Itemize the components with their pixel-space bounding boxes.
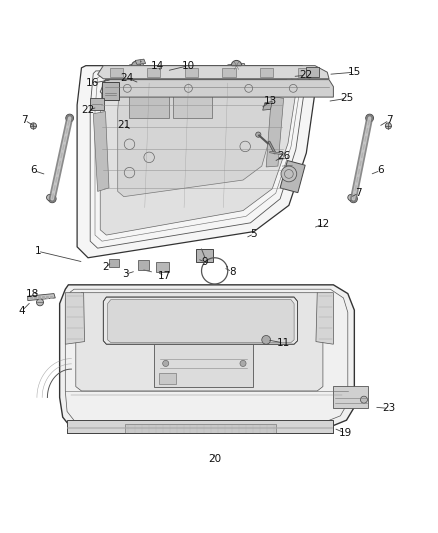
- Circle shape: [46, 195, 53, 200]
- Text: 18: 18: [25, 288, 39, 298]
- Polygon shape: [28, 294, 55, 301]
- Text: 26: 26: [277, 151, 290, 161]
- Text: 7: 7: [386, 115, 392, 125]
- Text: 1: 1: [35, 246, 41, 256]
- Polygon shape: [100, 79, 333, 97]
- Text: 7: 7: [21, 115, 28, 125]
- Circle shape: [66, 114, 74, 122]
- Bar: [173, 94, 212, 118]
- Text: 10: 10: [182, 61, 195, 71]
- Polygon shape: [266, 96, 284, 167]
- Text: 15: 15: [348, 67, 361, 77]
- Bar: [130, 94, 169, 118]
- Polygon shape: [100, 79, 295, 235]
- Text: 2: 2: [102, 262, 109, 272]
- Text: 17: 17: [158, 271, 171, 281]
- Polygon shape: [103, 297, 297, 344]
- Text: 21: 21: [117, 119, 131, 130]
- Bar: [332, 386, 368, 408]
- Bar: [138, 261, 149, 270]
- Circle shape: [366, 114, 374, 122]
- Polygon shape: [118, 87, 274, 197]
- Circle shape: [262, 335, 271, 344]
- Text: 3: 3: [122, 269, 128, 279]
- Bar: [297, 68, 311, 77]
- Text: 6: 6: [30, 165, 37, 175]
- Bar: [260, 68, 273, 77]
- Text: 23: 23: [382, 403, 395, 414]
- Text: 13: 13: [264, 96, 277, 107]
- Polygon shape: [263, 101, 272, 110]
- Circle shape: [162, 360, 169, 367]
- Circle shape: [281, 166, 297, 182]
- Text: 22: 22: [299, 70, 312, 80]
- Bar: [90, 98, 104, 110]
- Text: 11: 11: [277, 338, 290, 348]
- Circle shape: [385, 123, 392, 129]
- Bar: [280, 160, 305, 192]
- Circle shape: [348, 195, 354, 200]
- Text: 7: 7: [355, 188, 362, 198]
- Polygon shape: [316, 293, 333, 344]
- Bar: [125, 424, 276, 433]
- Bar: [154, 344, 253, 386]
- Circle shape: [48, 195, 56, 203]
- Text: 9: 9: [202, 257, 208, 267]
- Circle shape: [256, 132, 261, 138]
- Text: 24: 24: [121, 73, 134, 83]
- Bar: [155, 262, 169, 272]
- Text: 5: 5: [251, 229, 257, 239]
- Bar: [159, 373, 176, 384]
- Bar: [67, 420, 333, 433]
- Polygon shape: [76, 293, 323, 391]
- Circle shape: [36, 299, 43, 306]
- Polygon shape: [65, 293, 85, 344]
- Bar: [102, 82, 119, 100]
- Text: 6: 6: [377, 165, 384, 175]
- Polygon shape: [228, 63, 245, 68]
- Circle shape: [132, 61, 141, 70]
- Text: 12: 12: [317, 219, 330, 229]
- Circle shape: [350, 195, 357, 203]
- Bar: [185, 68, 198, 77]
- Bar: [110, 68, 123, 77]
- Circle shape: [240, 360, 246, 367]
- Circle shape: [231, 60, 242, 71]
- Text: 19: 19: [339, 429, 352, 438]
- Polygon shape: [93, 111, 109, 191]
- Bar: [306, 67, 319, 77]
- Bar: [109, 259, 119, 266]
- Polygon shape: [108, 300, 294, 343]
- Polygon shape: [77, 66, 315, 258]
- Text: 16: 16: [86, 78, 99, 88]
- Text: 4: 4: [18, 306, 25, 316]
- Bar: [196, 249, 213, 262]
- Circle shape: [360, 396, 367, 403]
- Circle shape: [30, 123, 36, 129]
- Polygon shape: [60, 285, 354, 433]
- Text: 20: 20: [208, 455, 221, 464]
- Text: 14: 14: [151, 61, 165, 71]
- Polygon shape: [98, 66, 329, 79]
- Text: 22: 22: [81, 105, 95, 115]
- Text: 25: 25: [340, 93, 353, 103]
- Polygon shape: [135, 59, 146, 64]
- Bar: [223, 68, 236, 77]
- Text: 8: 8: [229, 266, 235, 277]
- Polygon shape: [130, 63, 145, 68]
- Bar: [148, 68, 160, 77]
